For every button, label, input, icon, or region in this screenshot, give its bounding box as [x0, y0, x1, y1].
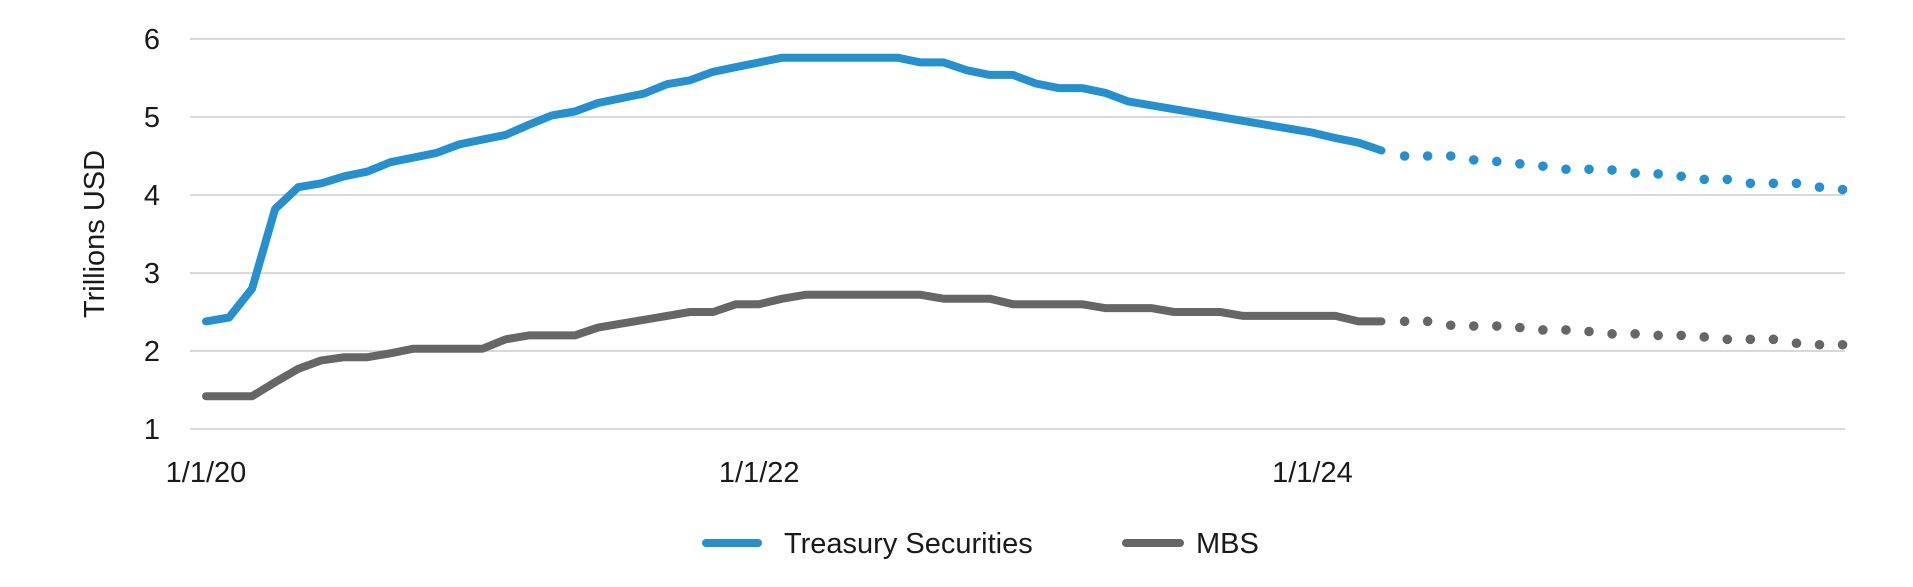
projection-point-mbs	[1814, 339, 1825, 350]
projection-point-mbs	[1584, 326, 1594, 337]
projection-point-mbs	[1515, 322, 1525, 333]
projection-point-mbs	[1837, 339, 1848, 350]
x-tick-label: 1/1/22	[719, 457, 800, 489]
y-tick-label: 3	[144, 258, 160, 290]
projection-point-treasury	[1561, 164, 1571, 175]
projection-point-treasury	[1676, 171, 1686, 182]
projection-point-treasury	[1699, 174, 1710, 185]
projection-point-mbs	[1492, 321, 1502, 331]
y-axis-title: Trillions USD	[79, 150, 111, 318]
legend-label-mbs: MBS	[1196, 528, 1259, 560]
projection-point-mbs	[1468, 321, 1479, 331]
projection-point-mbs	[1699, 332, 1710, 342]
projection-point-treasury	[1468, 155, 1479, 165]
projection-point-mbs	[1538, 325, 1548, 335]
gridlines	[190, 38, 1845, 430]
projection-point-treasury	[1745, 178, 1756, 189]
y-tick-label: 5	[144, 102, 160, 134]
series-line-treasury-actual	[202, 53, 1386, 326]
legend-label-treasury: Treasury Securities	[784, 528, 1033, 560]
projection-point-mbs	[1561, 325, 1571, 335]
x-tick-label: 1/1/24	[1272, 457, 1353, 489]
projection-point-mbs	[1399, 316, 1410, 327]
projection-point-mbs	[1768, 334, 1779, 345]
projection-point-treasury	[1422, 151, 1433, 161]
projection-point-treasury	[1584, 164, 1594, 175]
projection-point-treasury	[1607, 165, 1617, 175]
projection-point-treasury	[1653, 169, 1663, 179]
projection-point-treasury	[1538, 161, 1548, 171]
projection-point-mbs	[1630, 329, 1640, 339]
y-tick-label: 1	[144, 414, 160, 446]
projection-point-mbs	[1422, 316, 1433, 327]
x-tick-label: 1/1/20	[166, 457, 247, 489]
projection-point-mbs	[1745, 334, 1756, 345]
projection-point-treasury	[1722, 174, 1733, 185]
projection-point-treasury	[1630, 168, 1640, 178]
y-axis-ticks: 1 2 3 4 5 6	[144, 24, 160, 446]
projection-point-treasury	[1515, 159, 1525, 169]
y-tick-label: 6	[144, 24, 160, 56]
projection-point-treasury	[1791, 178, 1802, 189]
projection-point-mbs	[1676, 330, 1686, 341]
projection-point-treasury	[1814, 182, 1825, 192]
y-tick-label: 2	[144, 336, 160, 368]
projection-point-mbs	[1722, 334, 1733, 345]
y-tick-label: 4	[144, 180, 160, 212]
projection-point-treasury	[1445, 151, 1456, 161]
projection-point-treasury	[1399, 151, 1410, 161]
series-line-mbs-actual	[202, 290, 1386, 401]
projection-point-treasury	[1768, 178, 1779, 189]
projection-point-mbs	[1607, 329, 1617, 339]
projection-point-mbs	[1653, 330, 1663, 341]
series-lines	[202, 53, 1848, 401]
projection-point-mbs	[1445, 320, 1456, 331]
projection-point-treasury	[1492, 156, 1502, 167]
x-axis-ticks: 1/1/20 1/1/22 1/1/24	[166, 457, 1353, 489]
legend: Treasury Securities MBS	[702, 528, 1259, 560]
projection-point-mbs	[1791, 338, 1802, 349]
projection-point-treasury	[1837, 184, 1848, 195]
